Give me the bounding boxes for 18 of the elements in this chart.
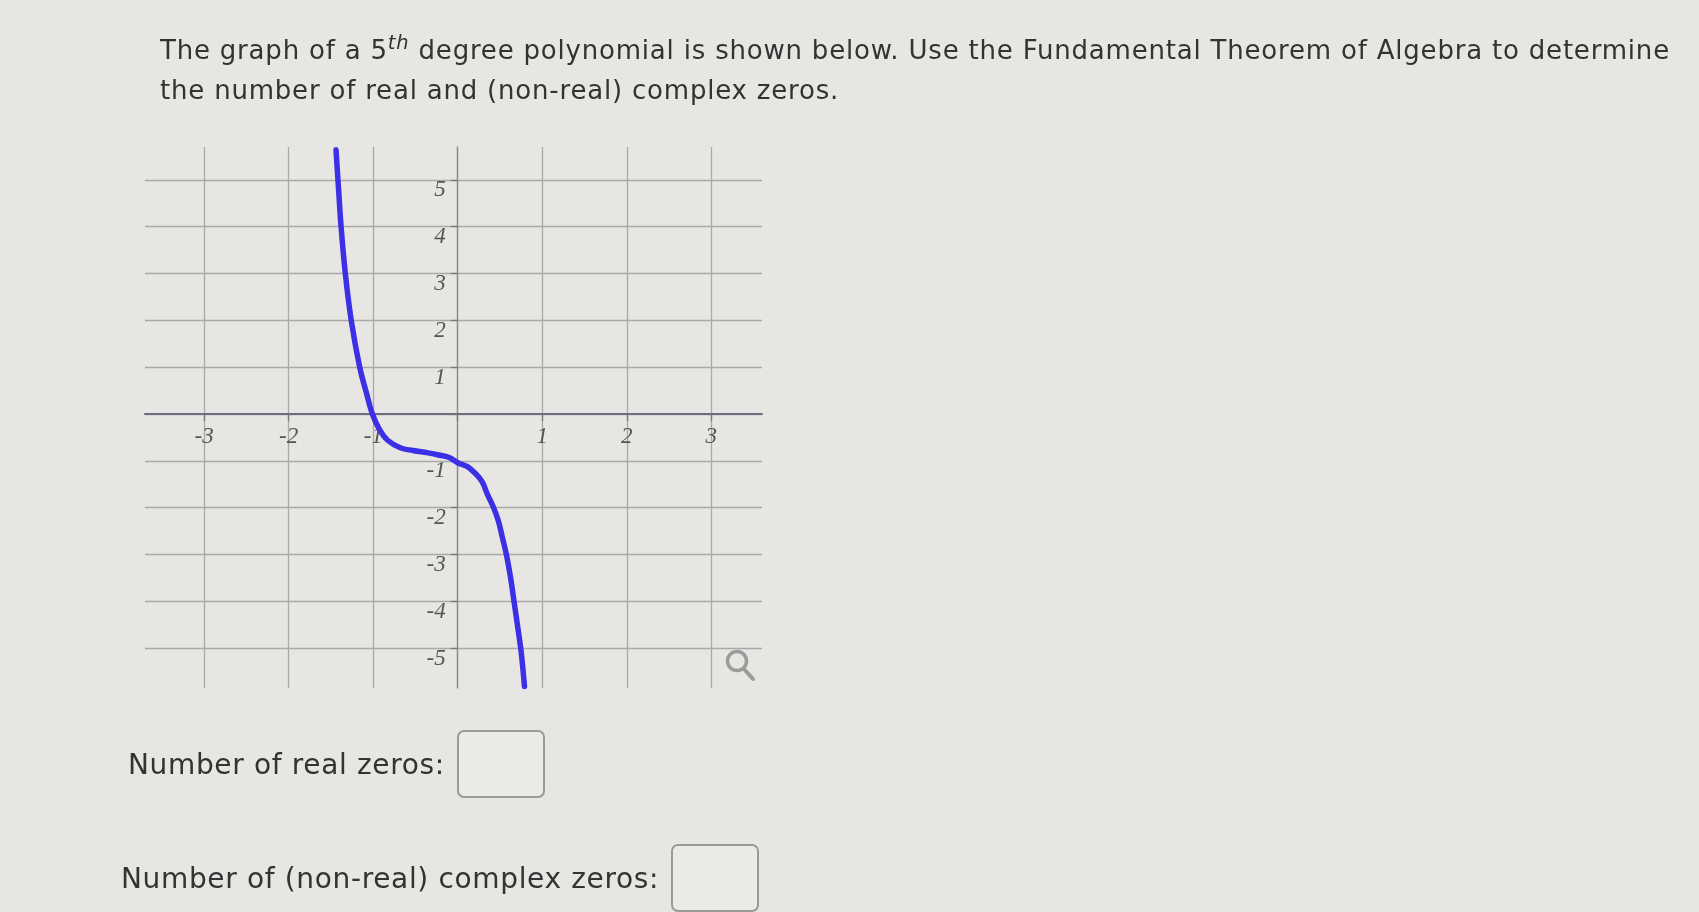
y-tick-label: 4 <box>434 223 446 249</box>
text: Number of (non-real) complex zeros: <box>121 861 660 895</box>
y-tick-label: -2 <box>426 504 446 530</box>
x-tick-label: -3 <box>194 422 214 448</box>
x-tick-label: 2 <box>621 422 633 448</box>
x-tick-label: -2 <box>279 422 299 448</box>
y-tick-label: -5 <box>426 644 446 670</box>
y-tick-label: 5 <box>434 176 446 202</box>
y-tick-label: -4 <box>426 597 446 623</box>
x-tick-label: 1 <box>536 422 548 448</box>
text: The graph of a 5$^{th}$ degree polynomial is shown below. Use the Fundamental Theorem of Algebra to determine the number of real and (non-real) complex zeros. <box>160 30 1671 107</box>
y-tick-label: 1 <box>434 363 446 389</box>
y-tick-label: -1 <box>426 457 446 483</box>
y-tick-label: -3 <box>426 551 446 577</box>
x-tick-label: 3 <box>704 422 718 448</box>
y-tick-label: 3 <box>433 269 446 295</box>
y-tick-label: 2 <box>434 316 446 342</box>
text: Number of real zeros: <box>128 747 445 781</box>
